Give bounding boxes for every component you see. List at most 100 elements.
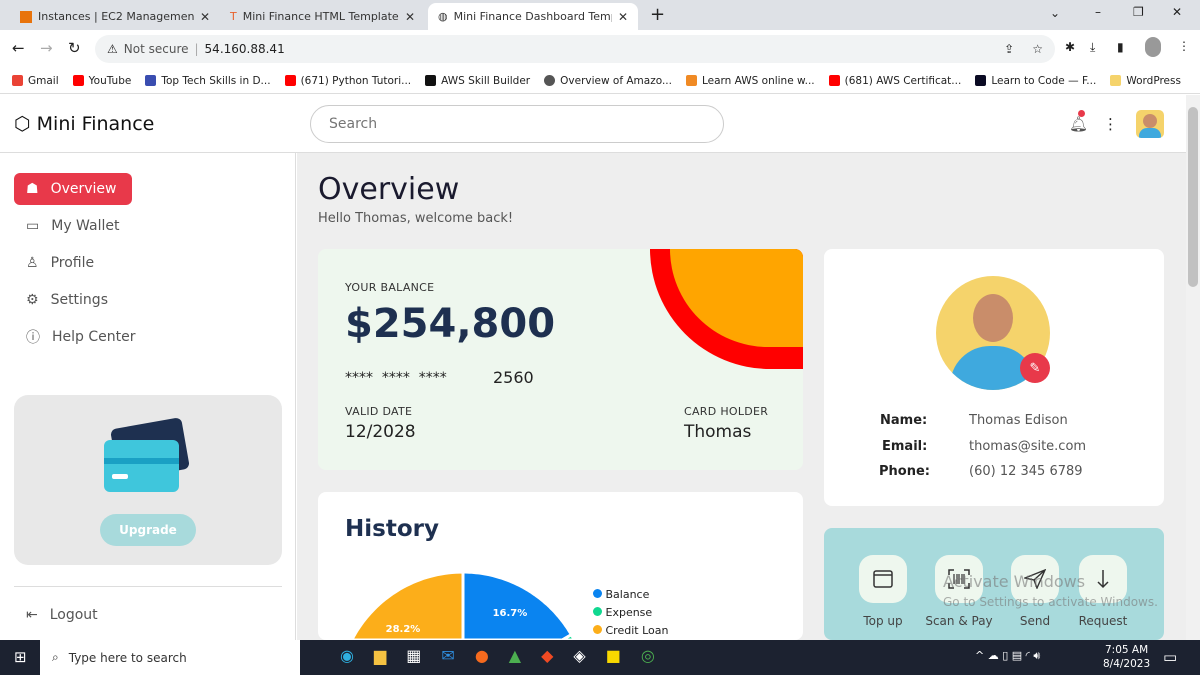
logo[interactable]: ⬡ Mini Finance bbox=[14, 113, 155, 135]
legend-item: Expense bbox=[593, 604, 668, 622]
legend-item: Credit Loan bbox=[593, 622, 668, 640]
balance-card: YOUR BALANCE $254,800 **** **** **** 256… bbox=[318, 249, 803, 470]
logout-button[interactable]: ⇤ Logout bbox=[26, 607, 98, 623]
chrome-icon[interactable]: ◎ bbox=[640, 646, 655, 665]
reload-button[interactable]: ↻ bbox=[68, 39, 81, 57]
history-card: History 16.7% 28.2% Balance Expense Credi… bbox=[318, 492, 803, 640]
history-title: History bbox=[345, 516, 439, 542]
maximize-button[interactable]: ❐ bbox=[1133, 5, 1144, 19]
chart-legend: Balance Expense Credit Loan bbox=[593, 586, 668, 640]
bookmark[interactable]: (681) AWS Certificat... bbox=[828, 75, 961, 87]
warning-icon: ⚠ bbox=[107, 42, 118, 56]
profile-photo bbox=[936, 276, 1050, 390]
close-window-button[interactable]: ✕ bbox=[1172, 5, 1183, 19]
avatar[interactable] bbox=[1136, 110, 1164, 138]
profile-avatar[interactable] bbox=[1145, 37, 1161, 57]
firefox-icon[interactable]: ● bbox=[474, 646, 489, 665]
search-input[interactable] bbox=[310, 105, 724, 143]
template-icon: T bbox=[230, 10, 237, 23]
request-button[interactable] bbox=[1079, 555, 1127, 603]
card-icon bbox=[873, 570, 893, 588]
windows-start-icon[interactable]: ⊞ bbox=[14, 648, 27, 666]
upgrade-card: Upgrade bbox=[14, 395, 282, 565]
back-button[interactable]: ← bbox=[12, 39, 25, 57]
bookmark[interactable]: WordPress bbox=[1110, 75, 1181, 87]
pie-slice-expense bbox=[559, 632, 576, 640]
profile-card: ✎ Name: Thomas Edison Email: thomas@site… bbox=[824, 249, 1164, 506]
card-mask: **** **** **** bbox=[345, 370, 447, 386]
valid-date: 12/2028 bbox=[345, 422, 416, 442]
sidebar-item-help-center[interactable]: ⓘ Help Center bbox=[26, 329, 136, 346]
close-icon[interactable]: ✕ bbox=[617, 9, 628, 24]
store-icon[interactable]: ▦ bbox=[406, 646, 422, 665]
scrollbar[interactable] bbox=[1186, 95, 1200, 640]
card-holder: Thomas bbox=[684, 422, 752, 442]
more-icon[interactable]: ⋮ bbox=[1103, 115, 1118, 133]
pie-label: 28.2% bbox=[386, 624, 421, 635]
barcode-icon bbox=[948, 569, 970, 589]
extensions-icon[interactable]: ✱ bbox=[1065, 40, 1076, 54]
browser-tab-active[interactable]: ◍Mini Finance Dashboard Templat✕ bbox=[428, 3, 638, 30]
taskbar-search[interactable]: ⌕ Type here to search bbox=[40, 640, 300, 675]
tab-search-button[interactable]: ⌄ bbox=[1050, 6, 1061, 20]
edit-photo-button[interactable]: ✎ bbox=[1020, 353, 1050, 383]
minimize-button[interactable]: – bbox=[1095, 5, 1101, 19]
gear-icon: ⚙ bbox=[26, 292, 39, 308]
bookmark[interactable]: Learn to Code — F... bbox=[975, 75, 1096, 87]
bookmark[interactable]: (671) Python Tutori... bbox=[284, 75, 411, 87]
star-icon[interactable]: ☆ bbox=[1032, 42, 1043, 56]
bookmark[interactable]: Learn AWS online w... bbox=[685, 75, 815, 87]
scan-pay-button[interactable] bbox=[935, 555, 983, 603]
bookmark[interactable]: YouTube bbox=[72, 75, 131, 87]
card-icon bbox=[104, 440, 179, 492]
bookmarks-bar: Gmail YouTube Top Tech Skills in D... (6… bbox=[0, 68, 1200, 94]
sidebar-item-profile[interactable]: ♙ Profile bbox=[26, 255, 95, 271]
close-icon[interactable]: ✕ bbox=[199, 9, 210, 24]
globe-icon: ◍ bbox=[438, 10, 448, 23]
balance-amount: $254,800 bbox=[345, 301, 556, 347]
vpn-icon[interactable]: ▲ bbox=[508, 646, 522, 665]
share-icon[interactable]: ⇪ bbox=[1004, 42, 1015, 56]
sticky-notes-icon[interactable]: ■ bbox=[605, 646, 621, 665]
edge-icon[interactable]: ◉ bbox=[340, 646, 354, 665]
bell-icon[interactable]: 🔔︎ bbox=[1069, 115, 1089, 133]
pie-label: 16.7% bbox=[493, 608, 528, 619]
send-button[interactable] bbox=[1011, 555, 1059, 603]
menu-icon[interactable]: ⋮ bbox=[1178, 39, 1190, 53]
notifications-icon[interactable]: ▭ bbox=[1163, 648, 1178, 666]
notification-dot bbox=[1078, 110, 1085, 117]
sidepanel-icon[interactable]: ▮ bbox=[1117, 40, 1124, 54]
top-up-button[interactable] bbox=[859, 555, 907, 603]
browser-tab[interactable]: T Mini Finance HTML Template by ✕ bbox=[230, 9, 415, 24]
profile-phone: (60) 12 345 6789 bbox=[969, 464, 1083, 479]
sidebar-item-settings[interactable]: ⚙ Settings bbox=[26, 292, 108, 308]
new-tab-button[interactable]: + bbox=[650, 4, 666, 25]
sidebar-item-overview[interactable]: ☗ Overview bbox=[14, 173, 132, 205]
arrow-down-icon bbox=[1097, 570, 1109, 589]
bookmark[interactable]: Top Tech Skills in D... bbox=[145, 75, 271, 87]
bookmark[interactable]: Gmail bbox=[12, 75, 59, 87]
clock[interactable]: 7:05 AM 8/4/2023 bbox=[1103, 644, 1151, 670]
taskbar-apps: ◉ ▆ ▦ ✉ ● ▲ ◆ ◈ ■ ◎ bbox=[340, 646, 655, 665]
bookmark[interactable]: AWS Skill Builder bbox=[425, 75, 530, 87]
taskbar: ⊞ ⌕ Type here to search ◉ ▆ ▦ ✉ ● ▲ ◆ ◈ ■ ◎ ^ ☁ ▯ … bbox=[0, 640, 1200, 675]
aws-icon bbox=[20, 10, 32, 23]
brave-icon[interactable]: ◆ bbox=[541, 646, 554, 665]
welcome-text: Hello Thomas, welcome back! bbox=[318, 211, 514, 226]
browser-tab[interactable]: Instances | EC2 Management Cor✕ bbox=[10, 3, 220, 30]
app-icon[interactable]: ◈ bbox=[573, 646, 586, 665]
bookmark[interactable]: Overview of Amazo... bbox=[544, 75, 672, 87]
download-icon[interactable]: ⤓ bbox=[1090, 40, 1096, 54]
activation-watermark: Activate Windows bbox=[943, 572, 1086, 591]
explorer-icon[interactable]: ▆ bbox=[373, 646, 387, 665]
upgrade-button[interactable]: Upgrade bbox=[100, 514, 196, 546]
system-tray-icons[interactable]: ^ ☁ ▯ ▤ ◜ 🔊︎ bbox=[975, 649, 1041, 662]
forward-button[interactable]: → bbox=[40, 39, 53, 57]
send-icon bbox=[1024, 569, 1046, 589]
pie-slice-balance bbox=[461, 570, 574, 640]
address-bar[interactable]: ⚠ Not secure | 54.160.88.41 ⇪ ☆ bbox=[95, 35, 1055, 63]
sidebar-item-my-wallet[interactable]: ▭ My Wallet bbox=[26, 218, 120, 234]
page-title: Overview bbox=[318, 172, 460, 207]
mail-icon[interactable]: ✉ bbox=[441, 646, 455, 665]
close-icon[interactable]: ✕ bbox=[404, 9, 415, 24]
